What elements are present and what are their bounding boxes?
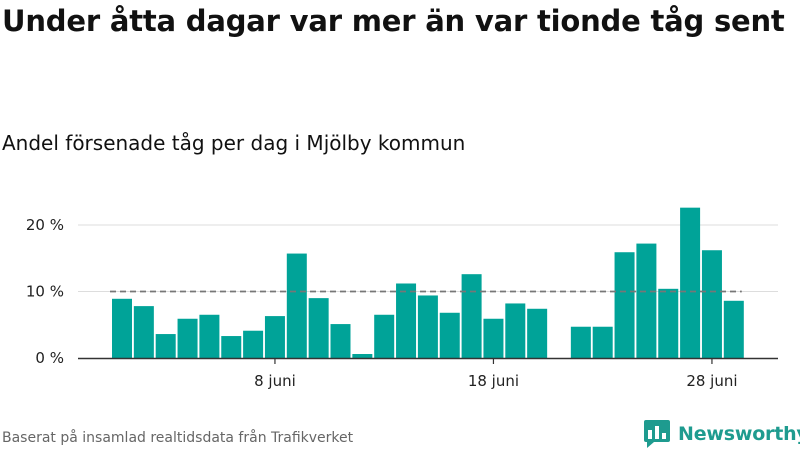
bar	[286, 253, 307, 358]
bar	[330, 324, 351, 358]
bar	[592, 326, 613, 358]
bar-chart-logo-icon	[644, 420, 670, 448]
y-tick-label: 0 %	[35, 349, 64, 367]
bar	[680, 207, 701, 358]
bar	[527, 308, 548, 358]
x-tick-label: 28 juni	[686, 372, 737, 390]
gridlines	[78, 224, 778, 292]
bar	[701, 250, 722, 358]
source-note: Baserat på insamlad realtidsdata från Tr…	[2, 430, 354, 446]
bar	[636, 243, 657, 358]
x-tick-label: 8 juni	[254, 372, 296, 390]
bar	[177, 318, 198, 358]
x-tick-label: 18 juni	[468, 372, 519, 390]
bar	[352, 354, 373, 358]
brand-logo: Newsworthy	[644, 420, 800, 448]
bar	[308, 298, 329, 358]
bar-chart: 0 % 10 % 20 % 8 juni 18 juni 28 juni	[26, 207, 778, 390]
bar	[133, 306, 154, 358]
y-tick-label: 10 %	[26, 282, 64, 300]
bars	[112, 207, 744, 358]
bar	[199, 314, 220, 358]
x-tick-labels: 8 juni 18 juni 28 juni	[254, 358, 738, 390]
bar	[243, 330, 264, 358]
bar	[461, 274, 482, 358]
bar	[614, 252, 635, 358]
brand-name: Newsworthy	[678, 423, 800, 445]
bar	[417, 295, 438, 358]
bar	[723, 300, 744, 358]
bar	[439, 312, 460, 358]
bar	[483, 318, 504, 358]
y-tick-labels: 0 % 10 % 20 %	[26, 216, 64, 367]
bar	[570, 326, 591, 358]
bar	[396, 283, 417, 358]
bar	[155, 334, 176, 358]
bar	[658, 288, 679, 358]
chart-subtitle: Andel försenade tåg per dag i Mjölby kom…	[2, 131, 466, 155]
chart-title: Under åtta dagar var mer än var tionde t…	[2, 4, 785, 38]
bar	[505, 303, 526, 358]
bar	[374, 314, 395, 358]
bar	[264, 316, 285, 358]
bar	[221, 336, 242, 358]
y-tick-label: 20 %	[26, 216, 64, 234]
bar	[112, 298, 132, 358]
